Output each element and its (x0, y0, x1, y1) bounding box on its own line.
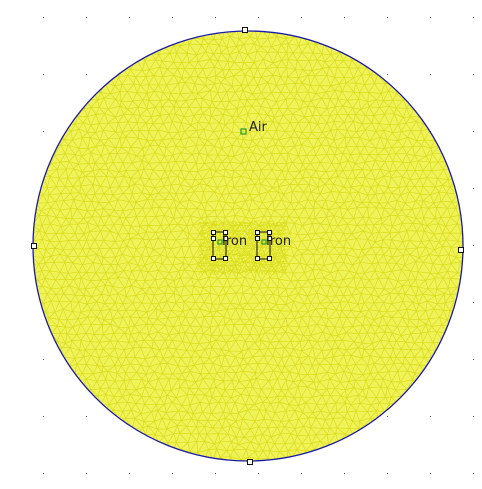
grid-dot (473, 359, 474, 360)
node-square-icon[interactable] (255, 230, 260, 235)
block-label-marker-icon[interactable] (240, 128, 247, 135)
block-label-marker-icon[interactable] (261, 239, 267, 245)
iron-block-left[interactable] (211, 230, 228, 261)
grid-dot (86, 17, 87, 18)
grid-dot (86, 416, 87, 417)
grid-dot (473, 473, 474, 474)
grid-dot (430, 74, 431, 75)
grid-dot (301, 473, 302, 474)
grid-dot (172, 17, 173, 18)
grid-dot (86, 74, 87, 75)
grid-dot (43, 359, 44, 360)
air-region-label[interactable]: Air (249, 120, 268, 135)
grid-dot (430, 416, 431, 417)
iron-left-region-label[interactable]: Iron (222, 234, 247, 249)
grid-dot (344, 17, 345, 18)
grid-dot (129, 473, 130, 474)
node-square-icon[interactable] (211, 256, 216, 261)
node-square-icon[interactable] (267, 256, 272, 261)
grid-dot (430, 473, 431, 474)
grid-dot (473, 245, 474, 246)
grid-dot (473, 131, 474, 132)
grid-dot (473, 74, 474, 75)
grid-dot (473, 188, 474, 189)
node-square-icon[interactable] (31, 243, 37, 249)
grid-dot (43, 473, 44, 474)
node-square-icon[interactable] (267, 236, 272, 241)
node-square-icon[interactable] (223, 236, 228, 241)
grid-dot (129, 17, 130, 18)
grid-dot (215, 473, 216, 474)
grid-dot (86, 473, 87, 474)
node-square-icon[interactable] (242, 27, 248, 33)
boundary-nodes (31, 27, 464, 465)
node-square-icon[interactable] (211, 230, 216, 235)
iron-right-region-label[interactable]: Iron (266, 234, 291, 249)
node-square-icon[interactable] (255, 256, 260, 261)
node-square-icon[interactable] (247, 459, 253, 465)
grid-dot (43, 17, 44, 18)
grid-dot (43, 74, 44, 75)
node-square-icon[interactable] (267, 230, 272, 235)
grid-dot (387, 74, 388, 75)
grid-dot (430, 17, 431, 18)
grid-dot (387, 17, 388, 18)
node-square-icon[interactable] (255, 236, 260, 241)
grid-dot (258, 17, 259, 18)
block-label-marker-icon[interactable] (217, 239, 223, 245)
grid-dot (473, 416, 474, 417)
grid-dot (473, 302, 474, 303)
grid-dot (301, 17, 302, 18)
node-square-icon[interactable] (223, 230, 228, 235)
grid-dot (387, 416, 388, 417)
grid-dot (344, 473, 345, 474)
grid-dot (172, 473, 173, 474)
node-square-icon[interactable] (223, 256, 228, 261)
node-square-icon[interactable] (458, 247, 464, 253)
node-square-icon[interactable] (211, 236, 216, 241)
grid-dot (387, 473, 388, 474)
grid-dot (215, 17, 216, 18)
grid-dot (43, 416, 44, 417)
iron-block-right[interactable] (255, 230, 272, 261)
grid-dot (258, 473, 259, 474)
grid-dot (43, 131, 44, 132)
grid-dot (473, 17, 474, 18)
